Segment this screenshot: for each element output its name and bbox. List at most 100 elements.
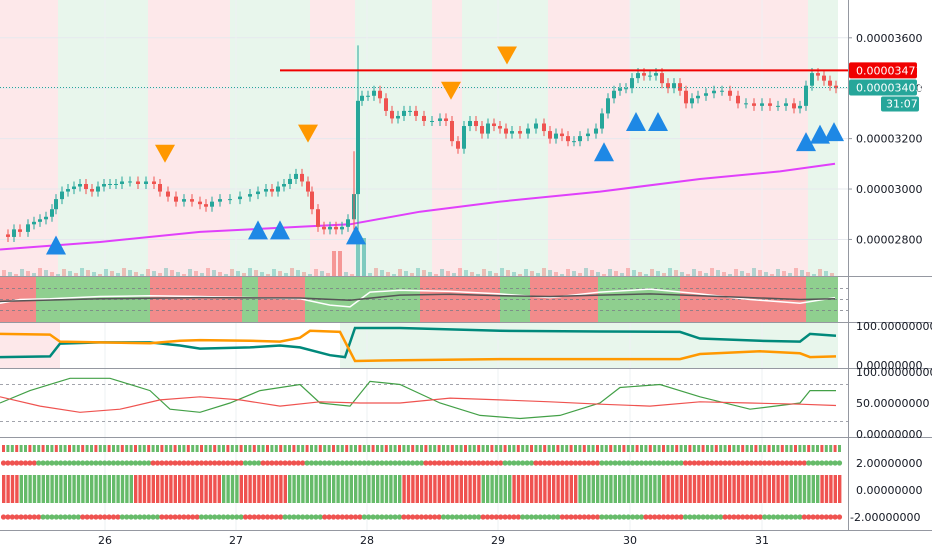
oscillator-panel[interactable] [0, 277, 848, 322]
time-axis[interactable]: 26 27 28 29 30 31 [98, 534, 769, 547]
score-dot [18, 460, 24, 466]
candle-body [384, 98, 388, 111]
volume-bar [302, 272, 306, 276]
score-bar [433, 475, 437, 503]
rsi-tick-label: 0.00000000 [856, 428, 922, 441]
score-bar [503, 475, 507, 503]
score-dot [40, 514, 46, 520]
score-tick [794, 445, 797, 452]
score-tick [252, 445, 256, 452]
candle-body [32, 221, 36, 225]
score-tick-label: -2.00000000 [850, 511, 920, 524]
score-dot [115, 460, 121, 466]
score-tick [499, 445, 503, 452]
score-bar [103, 475, 107, 503]
score-dot [498, 514, 504, 520]
score-dot [414, 460, 420, 466]
score-tick [380, 445, 384, 452]
price-axis[interactable]: 0.000036000.000034000.000032000.00003000… [848, 32, 932, 524]
volume-bar [458, 268, 462, 276]
candle-body [606, 98, 610, 114]
score-tick [389, 445, 393, 452]
score-dot [462, 460, 469, 466]
sell-signal-triangle [298, 124, 318, 143]
score-bar [125, 475, 129, 503]
score-tick [72, 445, 76, 452]
candle-body [84, 184, 88, 190]
score-tick [191, 445, 195, 452]
volume-bar [494, 273, 498, 276]
score-tick [398, 445, 401, 452]
score-dot [238, 514, 244, 520]
score-bar [178, 475, 182, 503]
score-dot [814, 514, 821, 520]
volume-bar [626, 268, 630, 276]
score-bar [688, 475, 692, 503]
dir-band [0, 323, 60, 368]
score-tick [362, 445, 366, 452]
score-bar [354, 475, 358, 503]
score-dot [537, 514, 543, 520]
score-dot [801, 514, 807, 520]
volume-bar [104, 269, 108, 276]
rsi-panel[interactable] [0, 377, 848, 422]
score-dot [383, 514, 389, 520]
score-bar [217, 475, 221, 503]
score-dot [546, 460, 552, 466]
score-dot [700, 460, 706, 466]
candle-body [144, 181, 148, 184]
score-bar [358, 475, 362, 503]
score-bar [508, 475, 512, 503]
score-dot [445, 460, 451, 466]
score-bar [662, 475, 666, 503]
price-panel[interactable] [0, 45, 848, 276]
directional-panel[interactable] [0, 326, 837, 363]
volume-bar [674, 270, 678, 276]
score-bar [472, 475, 477, 503]
volume-bar [728, 274, 732, 276]
volume-bar [146, 269, 150, 276]
candle-body [300, 173, 304, 182]
volume-bar [398, 269, 402, 276]
score-bar [640, 475, 644, 503]
score-dot [652, 514, 658, 520]
price-band [148, 0, 230, 276]
score-tick [692, 445, 696, 452]
score-dot [357, 460, 363, 466]
score-tick [230, 445, 234, 452]
candle-body [38, 219, 42, 222]
score-dots-panel[interactable] [0, 445, 843, 520]
volume-bar [434, 274, 438, 276]
score-dot [458, 460, 464, 466]
score-dot [581, 514, 587, 520]
volume-bar [770, 274, 774, 276]
volume-bar [446, 271, 450, 276]
volume-bar [506, 270, 510, 276]
score-dot [88, 460, 95, 466]
volume-bar [44, 270, 48, 276]
score-dot [322, 460, 328, 466]
score-dot [291, 514, 297, 520]
candle-body [60, 191, 64, 200]
score-tick [235, 445, 239, 452]
score-bar [807, 475, 811, 503]
score-dot [176, 514, 183, 520]
score-dot [603, 460, 609, 466]
candle-body [526, 128, 530, 134]
score-tick [173, 445, 177, 452]
score-dot [722, 460, 728, 466]
score-dot [718, 460, 724, 466]
volume-bar [482, 269, 486, 276]
volume-bar [590, 270, 594, 276]
score-tick [41, 445, 45, 452]
score-dot [251, 514, 257, 520]
score-bar [692, 475, 697, 503]
score-dot [9, 460, 15, 466]
score-dot [810, 514, 816, 520]
score-dot [163, 460, 169, 466]
score-dot [806, 460, 812, 466]
candle-body [784, 103, 788, 106]
candle-body [672, 83, 676, 89]
score-tick [164, 445, 168, 452]
